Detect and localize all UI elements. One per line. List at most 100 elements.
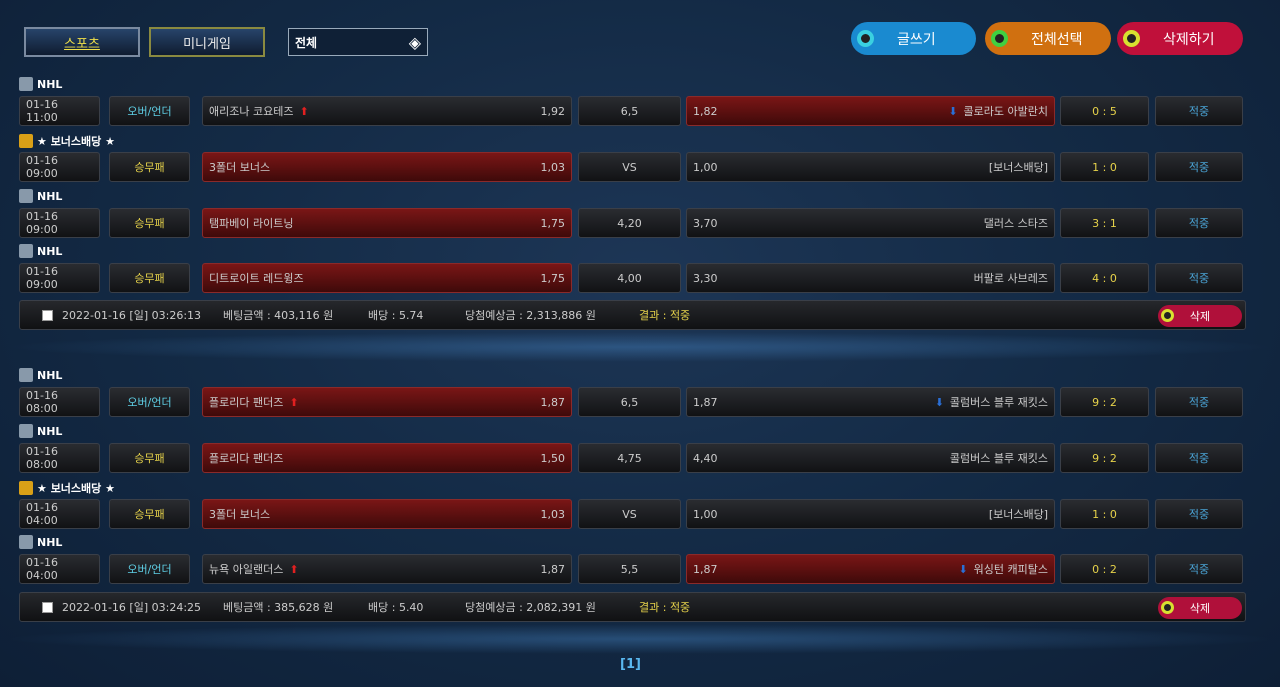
score-cell: 3 : 1 xyxy=(1060,208,1149,238)
league-name: NHL xyxy=(37,77,63,91)
diamond-down-icon: ◈ xyxy=(408,32,421,52)
league-label: ★ 보너스배당 ★ xyxy=(19,480,115,496)
away-odds: 3,70 xyxy=(693,216,718,230)
ring-icon xyxy=(991,30,1008,47)
home-team-cell: 플로리다 팬더즈 1,50 xyxy=(202,443,572,473)
select-checkbox[interactable] xyxy=(42,601,53,613)
arrow-down-icon: ⬇ xyxy=(958,563,968,576)
result-cell: 적중 xyxy=(1155,96,1243,126)
away-wrap: ⬇ 워싱턴 캐피탈스 xyxy=(958,561,1048,577)
bet-summary: 2022-01-16 [일] 03:24:25 베팅금액 : 385,628 원 배… xyxy=(19,592,1246,622)
select-checkbox[interactable] xyxy=(42,309,53,321)
league-name: ★ 보너스배당 ★ xyxy=(37,135,115,148)
delete-label: 삭제 xyxy=(1189,310,1211,323)
away-team: 워싱턴 캐피탈스 xyxy=(973,563,1048,576)
bonus-icon xyxy=(19,481,33,495)
bet-time: 01-16 09:00 xyxy=(19,208,100,238)
tab-sports[interactable]: 스포츠 xyxy=(24,27,140,57)
handicap-cell: 6,5 xyxy=(578,96,681,126)
bet-time: 01-16 11:00 xyxy=(19,96,100,126)
filter-value: 전체 xyxy=(295,35,318,50)
write-button[interactable]: 글쓰기 xyxy=(851,22,976,55)
bet-time: 01-16 04:00 xyxy=(19,554,100,584)
league-label: NHL xyxy=(19,535,62,549)
home-odds: 1,03 xyxy=(540,160,566,174)
away-odds: 3,30 xyxy=(693,271,718,285)
result-cell: 적중 xyxy=(1155,554,1243,584)
handicap-cell: 6,5 xyxy=(578,387,681,417)
result-cell: 적중 xyxy=(1155,263,1243,293)
home-odds: 1,75 xyxy=(540,216,566,230)
away-odds: 1,82 xyxy=(693,104,718,118)
away-odds: 4,40 xyxy=(693,451,718,465)
league-label: NHL xyxy=(19,424,62,438)
delete-button[interactable]: 삭제 xyxy=(1158,305,1242,327)
league-label: NHL xyxy=(19,77,62,91)
home-wrap: 뉴욕 아일랜더스 ⬆ xyxy=(209,561,299,577)
away-team: 콜럼버스 블루 재킷스 xyxy=(949,452,1048,465)
result-cell: 적중 xyxy=(1155,499,1243,529)
filter-select[interactable]: 전체 ◈ xyxy=(288,28,428,56)
league-name: ★ 보너스배당 ★ xyxy=(37,482,115,495)
handicap-cell: 5,5 xyxy=(578,554,681,584)
arrow-down-icon: ⬇ xyxy=(934,396,944,409)
league-name: NHL xyxy=(37,189,63,203)
select-all-button[interactable]: 전체선택 xyxy=(985,22,1111,55)
bet-type: 승무패 xyxy=(109,152,190,182)
home-team: 3폴더 보너스 xyxy=(209,508,271,521)
handicap-cell: 4,20 xyxy=(578,208,681,238)
nhl-logo-icon xyxy=(19,77,33,91)
league-name: NHL xyxy=(37,368,63,382)
handicap-cell: 4,00 xyxy=(578,263,681,293)
bet-type: 오버/언더 xyxy=(109,554,190,584)
result-cell: 적중 xyxy=(1155,152,1243,182)
ring-icon xyxy=(857,30,874,47)
bet-time: 01-16 09:00 xyxy=(19,263,100,293)
bet-time: 01-16 08:00 xyxy=(19,443,100,473)
league-label: NHL xyxy=(19,368,62,382)
delete-button[interactable]: 삭제 xyxy=(1158,597,1242,619)
home-wrap: 플로리다 팬더즈 ⬆ xyxy=(209,394,299,410)
home-wrap: 3폴더 보너스 xyxy=(209,159,270,175)
nhl-logo-icon xyxy=(19,244,33,258)
score-cell: 1 : 0 xyxy=(1060,152,1149,182)
score-cell: 4 : 0 xyxy=(1060,263,1149,293)
away-wrap: ⬇ 콜럼버스 블루 재킷스 xyxy=(935,394,1048,410)
tab-minigame[interactable]: 미니게임 xyxy=(149,27,265,57)
home-team-cell: 플로리다 팬더즈 ⬆ 1,87 xyxy=(202,387,572,417)
away-team: 콜로라도 아발란치 xyxy=(963,105,1048,118)
delete-selected-button[interactable]: 삭제하기 xyxy=(1117,22,1243,55)
home-odds: 1,75 xyxy=(540,271,566,285)
result-cell: 적중 xyxy=(1155,208,1243,238)
handicap-cell: 4,75 xyxy=(578,443,681,473)
page-link-1[interactable]: [1] xyxy=(620,657,641,672)
home-wrap: 탬파베이 라이트닝 xyxy=(209,215,293,231)
home-team: 뉴욕 아일랜더스 xyxy=(209,563,284,576)
away-team-cell: 1,87 ⬇ 콜럼버스 블루 재킷스 xyxy=(686,387,1055,417)
away-wrap: [보너스배당] xyxy=(989,506,1048,522)
bet-type: 승무패 xyxy=(109,499,190,529)
arrow-up-icon: ⬆ xyxy=(299,105,309,118)
home-team: 탬파베이 라이트닝 xyxy=(209,217,294,230)
away-team-cell: 1,82 ⬇ 콜로라도 아발란치 xyxy=(686,96,1055,126)
league-label: ★ 보너스배당 ★ xyxy=(19,133,115,149)
home-team: 디트로이트 레드윙즈 xyxy=(209,272,304,285)
result-cell: 적중 xyxy=(1155,443,1243,473)
home-team: 3폴더 보너스 xyxy=(209,161,271,174)
button-label: 글쓰기 xyxy=(897,31,936,48)
away-team: 콜럼버스 블루 재킷스 xyxy=(949,396,1048,409)
home-odds: 1,50 xyxy=(540,451,566,465)
away-team-cell: 3,70 댈러스 스타즈 xyxy=(686,208,1055,238)
home-team: 플로리다 팬더즈 xyxy=(209,452,284,465)
nhl-logo-icon xyxy=(19,535,33,549)
home-team: 애리조나 코요테즈 xyxy=(209,105,294,118)
away-odds: 1,87 xyxy=(693,395,718,409)
ring-icon xyxy=(1161,309,1174,322)
ring-icon xyxy=(1123,30,1140,47)
away-team-cell: 4,40 콜럼버스 블루 재킷스 xyxy=(686,443,1055,473)
home-team-cell: 3폴더 보너스 1,03 xyxy=(202,499,572,529)
home-wrap: 애리조나 코요테즈 ⬆ xyxy=(209,103,309,119)
bet-time: 01-16 04:00 xyxy=(19,499,100,529)
score-cell: 0 : 5 xyxy=(1060,96,1149,126)
summary-expected: 당첨예상금 : 2,313,886 원 xyxy=(465,309,596,322)
